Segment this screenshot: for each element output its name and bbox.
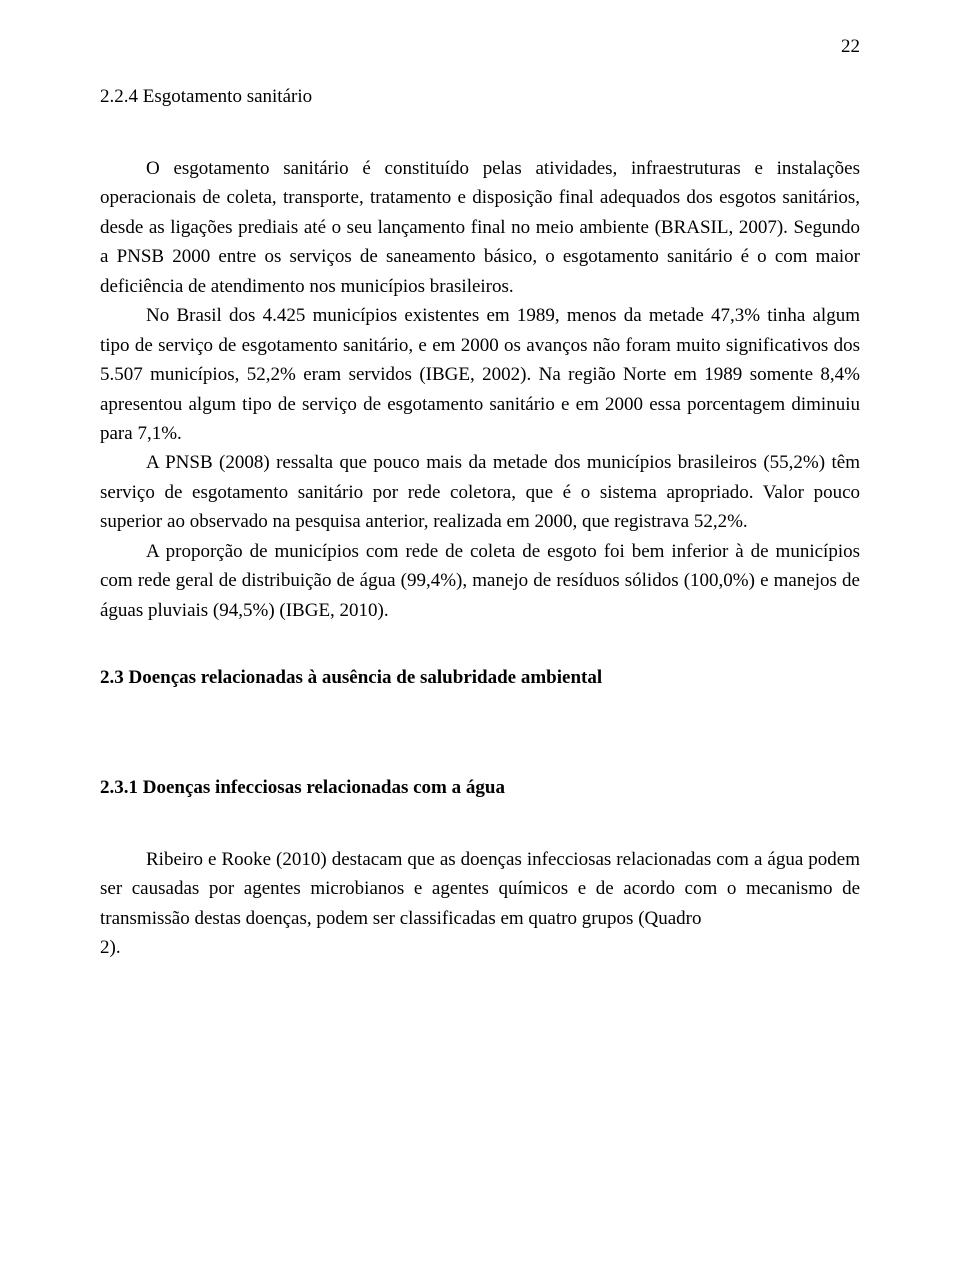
paragraph-trailing: 2). bbox=[100, 933, 860, 962]
document-page: 22 2.2.4 Esgotamento sanitário O esgotam… bbox=[0, 0, 960, 1268]
paragraph: O esgotamento sanitário é constituído pe… bbox=[100, 154, 860, 301]
heading-2-2-4: 2.2.4 Esgotamento sanitário bbox=[100, 86, 860, 108]
spacer bbox=[100, 799, 860, 845]
spacer bbox=[100, 108, 860, 154]
paragraph: A PNSB (2008) ressalta que pouco mais da… bbox=[100, 448, 860, 536]
heading-2-3: 2.3 Doenças relacionadas à ausência de s… bbox=[100, 667, 860, 689]
spacer bbox=[100, 689, 860, 735]
paragraph: A proporção de municípios com rede de co… bbox=[100, 537, 860, 625]
paragraph: No Brasil dos 4.425 municípios existente… bbox=[100, 301, 860, 448]
page-number: 22 bbox=[841, 36, 860, 58]
paragraph: Ribeiro e Rooke (2010) destacam que as d… bbox=[100, 845, 860, 933]
heading-2-3-1: 2.3.1 Doenças infecciosas relacionadas c… bbox=[100, 777, 860, 799]
